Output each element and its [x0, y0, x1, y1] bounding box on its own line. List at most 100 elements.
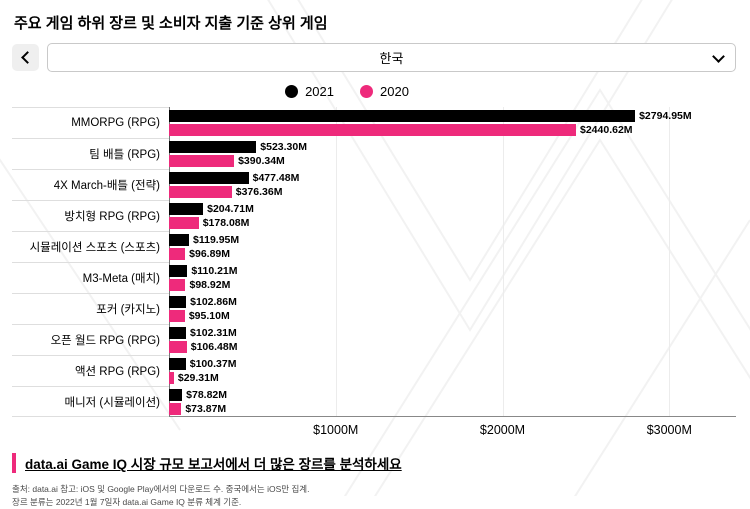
bar-group-2020: $95.10M	[169, 309, 736, 322]
legend-label-2021: 2021	[305, 84, 334, 99]
bar-2021[interactable]	[169, 326, 187, 339]
value-label: $106.48M	[190, 340, 238, 353]
value-label: $178.08M	[202, 216, 250, 229]
chart-row: 팀 배틀 (RPG) $523.30M $390.34M	[12, 138, 736, 169]
legend-item-2020: 2020	[360, 84, 409, 99]
bar-2021[interactable]	[169, 202, 204, 215]
source-note: 출처: data.ai 참고: iOS 및 Google Play에서의 다운로…	[12, 483, 736, 509]
value-label: $376.36M	[235, 185, 283, 198]
bar-2021[interactable]	[169, 171, 249, 184]
value-label: $119.95M	[193, 233, 240, 246]
bar-2021[interactable]	[169, 357, 186, 370]
x-tick-label: $1000M	[313, 423, 359, 437]
value-label: $2440.62M	[580, 123, 633, 136]
bar-group-2020: $98.92M	[169, 278, 736, 291]
value-label: $96.89M	[189, 247, 231, 260]
category-label: 매니저 (시뮬레이션)	[12, 386, 169, 417]
category-label: 방치형 RPG (RPG)	[12, 200, 169, 231]
category-label: M3-Meta (매치)	[12, 262, 169, 293]
bar-group-2021: $119.95M	[169, 233, 736, 246]
chevron-down-icon	[712, 50, 725, 63]
value-label: $477.48M	[252, 171, 300, 184]
value-label: $102.86M	[190, 295, 237, 308]
bar-2020[interactable]	[169, 123, 576, 136]
bar-2020[interactable]	[169, 340, 187, 353]
bar-2020[interactable]	[169, 247, 186, 260]
row-plot: $477.48M $376.36M	[169, 169, 736, 200]
chart-row: 방치형 RPG (RPG) $204.71M $178.08M	[12, 200, 736, 231]
source-line-1: 출처: data.ai 참고: iOS 및 Google Play에서의 다운로…	[12, 484, 310, 494]
legend-item-2021: 2021	[285, 84, 334, 99]
category-label: 시뮬레이션 스포츠 (스포츠)	[12, 231, 169, 262]
bar-group-2021: $204.71M	[169, 202, 736, 215]
chart-row: 매니저 (시뮬레이션) $78.82M $73.87M	[12, 386, 736, 417]
bar-2021[interactable]	[169, 295, 187, 308]
bar-2020[interactable]	[169, 154, 235, 167]
row-plot: $2794.95M $2440.62M	[169, 107, 736, 138]
bar-2021[interactable]	[169, 388, 183, 401]
bar-2021[interactable]	[169, 264, 188, 277]
bar-group-2021: $523.30M	[169, 140, 736, 153]
category-label: 포커 (카지노)	[12, 293, 169, 324]
bar-2020[interactable]	[169, 278, 186, 291]
value-label: $29.31M	[177, 371, 219, 384]
page: 주요 게임 하위 장르 및 소비자 지출 기준 상위 게임 한국 2021 20…	[12, 15, 736, 507]
value-label: $390.34M	[238, 154, 285, 167]
bar-2021[interactable]	[169, 233, 189, 246]
category-label: 액션 RPG (RPG)	[12, 355, 169, 386]
chart-row: MMORPG (RPG) $2794.95M $2440.62M	[12, 107, 736, 138]
bar-group-2021: $477.48M	[169, 171, 736, 184]
region-dropdown[interactable]: 한국	[47, 43, 736, 72]
row-plot: $110.21M $98.92M	[169, 262, 736, 293]
bar-group-2021: $2794.95M	[169, 109, 736, 122]
row-plot: $523.30M $390.34M	[169, 138, 736, 169]
value-label: $2794.95M	[639, 109, 692, 122]
x-axis: $1000M $2000M $3000M	[169, 417, 736, 441]
row-plot: $102.86M $95.10M	[169, 293, 736, 324]
chart-row: 시뮬레이션 스포츠 (스포츠) $119.95M $96.89M	[12, 231, 736, 262]
bar-2021[interactable]	[169, 109, 636, 122]
bar-2020[interactable]	[169, 185, 232, 198]
row-plot: $78.82M $73.87M	[169, 386, 736, 417]
legend-dot-2020	[360, 85, 373, 98]
bar-chart: MMORPG (RPG) $2794.95M $2440.62M 팀 배틀 (RPG)…	[12, 107, 736, 441]
chart-row: 4X March-배틀 (전략) $477.48M $376.36M	[12, 169, 736, 200]
chart-row: 포커 (카지노) $102.86M $95.10M	[12, 293, 736, 324]
value-label: $523.30M	[260, 140, 307, 153]
value-label: $100.37M	[189, 357, 237, 370]
bar-group-2020: $29.31M	[169, 371, 736, 384]
legend-dot-2021	[285, 85, 299, 98]
bar-2020[interactable]	[169, 402, 182, 415]
category-label: 4X March-배틀 (전략)	[12, 169, 169, 200]
report-link[interactable]: data.ai Game IQ 시장 규모 보고서에서 더 많은 장르를 분석하…	[12, 453, 402, 473]
region-dropdown-value: 한국	[379, 51, 404, 66]
chart-rows: MMORPG (RPG) $2794.95M $2440.62M 팀 배틀 (RPG)…	[12, 107, 736, 417]
bar-group-2021: $110.21M	[169, 264, 736, 277]
bar-group-2021: $102.86M	[169, 295, 736, 308]
source-line-2: 장르 분류는 2022년 1월 7일자 data.ai Game IQ 분류 체…	[12, 497, 242, 508]
bar-2020[interactable]	[169, 309, 185, 322]
chart-legend: 2021 2020	[132, 84, 562, 99]
bar-2020[interactable]	[169, 371, 174, 384]
bar-2020[interactable]	[169, 216, 199, 229]
bar-2021[interactable]	[169, 140, 257, 153]
value-label: $78.82M	[186, 388, 228, 401]
bar-group-2020: $2440.62M	[169, 123, 736, 136]
bar-group-2021: $100.37M	[169, 357, 736, 370]
bar-group-2020: $106.48M	[169, 340, 736, 353]
value-label: $95.10M	[188, 309, 230, 322]
legend-label-2020: 2020	[380, 84, 409, 99]
x-tick-label: $2000M	[479, 423, 526, 437]
bar-group-2021: $78.82M	[169, 388, 736, 401]
bar-group-2021: $102.31M	[169, 326, 736, 339]
page-title: 주요 게임 하위 장르 및 소비자 지출 기준 상위 게임	[14, 15, 328, 32]
back-button[interactable]	[12, 44, 39, 71]
category-label: 팀 배틀 (RPG)	[12, 138, 169, 169]
row-plot: $100.37M $29.31M	[169, 355, 736, 386]
value-label: $110.21M	[191, 264, 238, 277]
category-label: 오픈 월드 RPG (RPG)	[12, 324, 169, 355]
bar-group-2020: $96.89M	[169, 247, 736, 260]
x-tick-label: $3000M	[646, 423, 692, 437]
bar-group-2020: $376.36M	[169, 185, 736, 198]
value-label: $98.92M	[189, 278, 231, 291]
